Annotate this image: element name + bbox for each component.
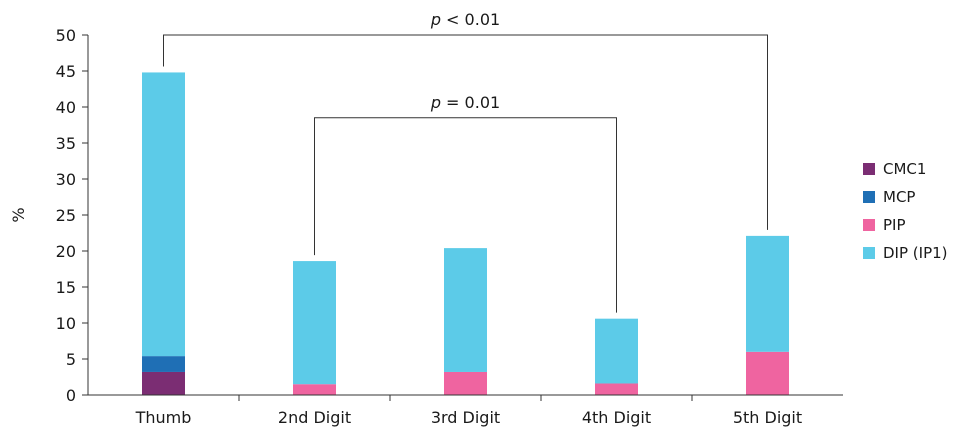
p-symbol: p (430, 93, 441, 112)
legend-label-mcp: MCP (883, 188, 915, 206)
bar-segment-5th-digit-dip-ip1 (746, 235, 789, 352)
y-tick-label-5: 5 (66, 350, 76, 369)
y-tick-label-50: 50 (56, 26, 76, 45)
bar-segment-2nd-digit-dip-ip1 (293, 261, 336, 385)
significance-label-1: p < 0.01 (430, 10, 500, 29)
y-tick-label-0: 0 (66, 386, 76, 405)
y-tick-label-35: 35 (56, 134, 76, 153)
significance-brackets: p < 0.01p = 0.01 (163, 10, 768, 313)
bar-segment-5th-digit-pip (746, 351, 789, 395)
x-tick-label-3rd-digit: 3rd Digit (431, 408, 500, 427)
legend-swatch-mcp (863, 191, 875, 203)
p-value: = 0.01 (441, 93, 500, 112)
legend-label-dip-ip1: DIP (IP1) (883, 244, 948, 262)
y-tick-label-20: 20 (56, 242, 76, 261)
x-tick-label-5th-digit: 5th Digit (733, 408, 802, 427)
y-tick-label-25: 25 (56, 206, 76, 225)
legend: CMC1 MCP PIP DIP (IP1) (863, 160, 948, 262)
x-tick-label-2nd-digit: 2nd Digit (278, 408, 351, 427)
significance-bracket-1 (163, 34, 768, 230)
legend-label-cmc1: CMC1 (883, 160, 926, 178)
y-tick-label-30: 30 (56, 170, 76, 189)
significance-label-2: p = 0.01 (430, 93, 500, 112)
bar-segment-4th-digit-dip-ip1 (595, 318, 638, 384)
y-tick-label-15: 15 (56, 278, 76, 297)
y-tick-label-40: 40 (56, 98, 76, 117)
legend-label-pip: PIP (883, 216, 906, 234)
x-tick-label-4th-digit: 4th Digit (582, 408, 651, 427)
p-symbol: p (430, 10, 441, 29)
bar-segment-thumb-mcp (142, 356, 185, 372)
bar-segment-3rd-digit-dip-ip1 (444, 248, 487, 372)
y-tick-label-45: 45 (56, 62, 76, 81)
legend-swatch-dip-ip1 (863, 247, 875, 259)
y-tick-label-10: 10 (56, 314, 76, 333)
legend-swatch-pip (863, 219, 875, 231)
y-axis-title: % (9, 207, 28, 222)
x-tick-label-thumb: Thumb (135, 408, 192, 427)
significance-bracket-2 (314, 117, 617, 313)
bar-segment-4th-digit-pip (595, 383, 638, 395)
p-value: < 0.01 (441, 10, 500, 29)
legend-swatch-cmc1 (863, 163, 875, 175)
bar-segment-2nd-digit-pip (293, 384, 336, 395)
bar-segment-3rd-digit-pip (444, 371, 487, 395)
bar-segment-thumb-dip-ip1 (142, 72, 185, 357)
bar-segment-thumb-cmc1 (142, 371, 185, 395)
axes-group: 0 5 10 15 20 25 30 35 40 45 50 Thumb 2nd Digit 3rd Di… (56, 26, 843, 427)
bars-group (142, 72, 789, 395)
